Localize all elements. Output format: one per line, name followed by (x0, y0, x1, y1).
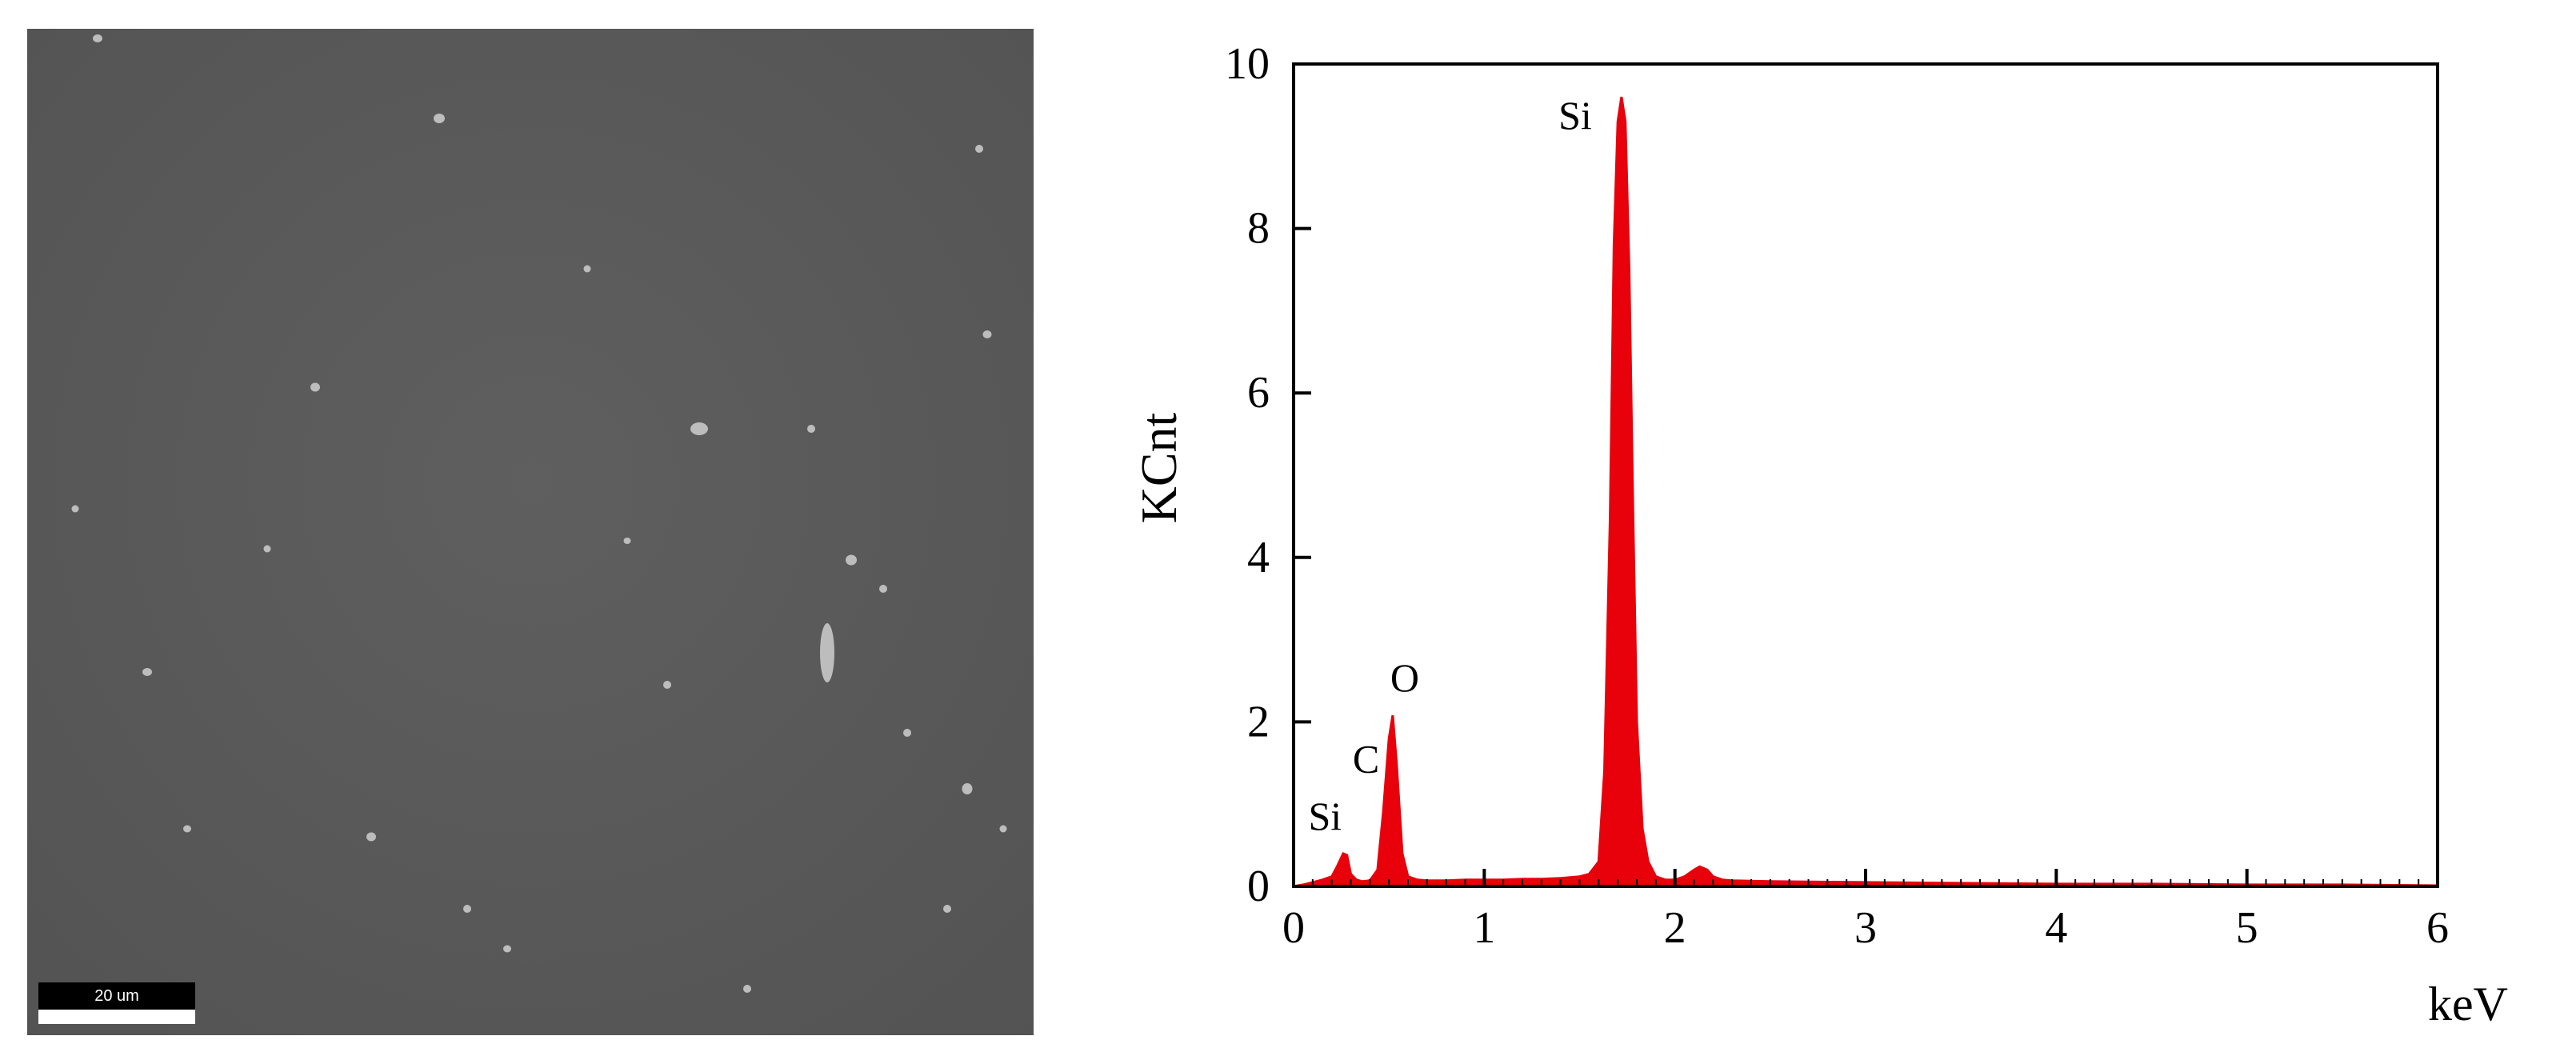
sem-particle (975, 145, 983, 153)
sem-particle (879, 585, 887, 593)
x-tick-label: 2 (1664, 903, 1686, 953)
sem-particle (743, 985, 751, 993)
scale-bar-label: 20 um (38, 982, 195, 1010)
sem-particle (183, 825, 191, 833)
sem-micrograph: 20 um (27, 29, 1034, 1035)
x-tick-label: 5 (2236, 903, 2258, 953)
sem-particle (366, 832, 376, 842)
y-tick-label: 8 (1247, 204, 1270, 254)
sem-particle (820, 623, 834, 682)
y-tick-label: 6 (1247, 368, 1270, 418)
sem-particle (310, 382, 320, 392)
sem-particle (263, 545, 271, 553)
sem-particle (71, 505, 79, 513)
sem-micrograph-texture (27, 29, 1034, 1035)
sem-particle (962, 783, 973, 794)
sem-particle (93, 34, 102, 42)
x-tick-label: 3 (1854, 903, 1877, 953)
x-axis-label: keV (2428, 978, 2508, 1030)
y-tick-label: 0 (1247, 862, 1270, 911)
sem-particle (583, 265, 591, 273)
sem-particle (434, 114, 445, 123)
sem-particle (982, 330, 992, 338)
sem-particle (463, 905, 471, 913)
y-axis-label: KCnt (1130, 412, 1187, 523)
sem-particle (503, 945, 511, 953)
scale-bar-underline (38, 1010, 195, 1024)
sem-particle (999, 825, 1007, 833)
scale-bar: 20 um (38, 982, 195, 1024)
spectrum-series (1293, 96, 2439, 888)
peak-label: Si (1558, 93, 1592, 138)
y-tick-label: 4 (1247, 533, 1270, 582)
peak-label: Si (1308, 794, 1342, 838)
peak-label: O (1390, 655, 1419, 700)
peak-label: C (1353, 736, 1379, 781)
sem-particle (846, 554, 857, 566)
x-tick-label: 0 (1282, 903, 1305, 953)
x-tick-label: 4 (2045, 903, 2067, 953)
x-tick-label: 1 (1473, 903, 1495, 953)
sem-particle (690, 422, 708, 435)
sem-particle (663, 681, 671, 689)
sem-particle (142, 668, 152, 676)
plot-frame (1292, 62, 2439, 888)
sem-particle (807, 425, 815, 433)
sem-particle (903, 729, 911, 737)
x-tick-label: 6 (2426, 903, 2449, 953)
y-tick-label: 10 (1225, 39, 1270, 89)
y-tick-label: 2 (1247, 697, 1270, 746)
sem-particle (943, 905, 951, 913)
sem-particle (623, 538, 631, 544)
